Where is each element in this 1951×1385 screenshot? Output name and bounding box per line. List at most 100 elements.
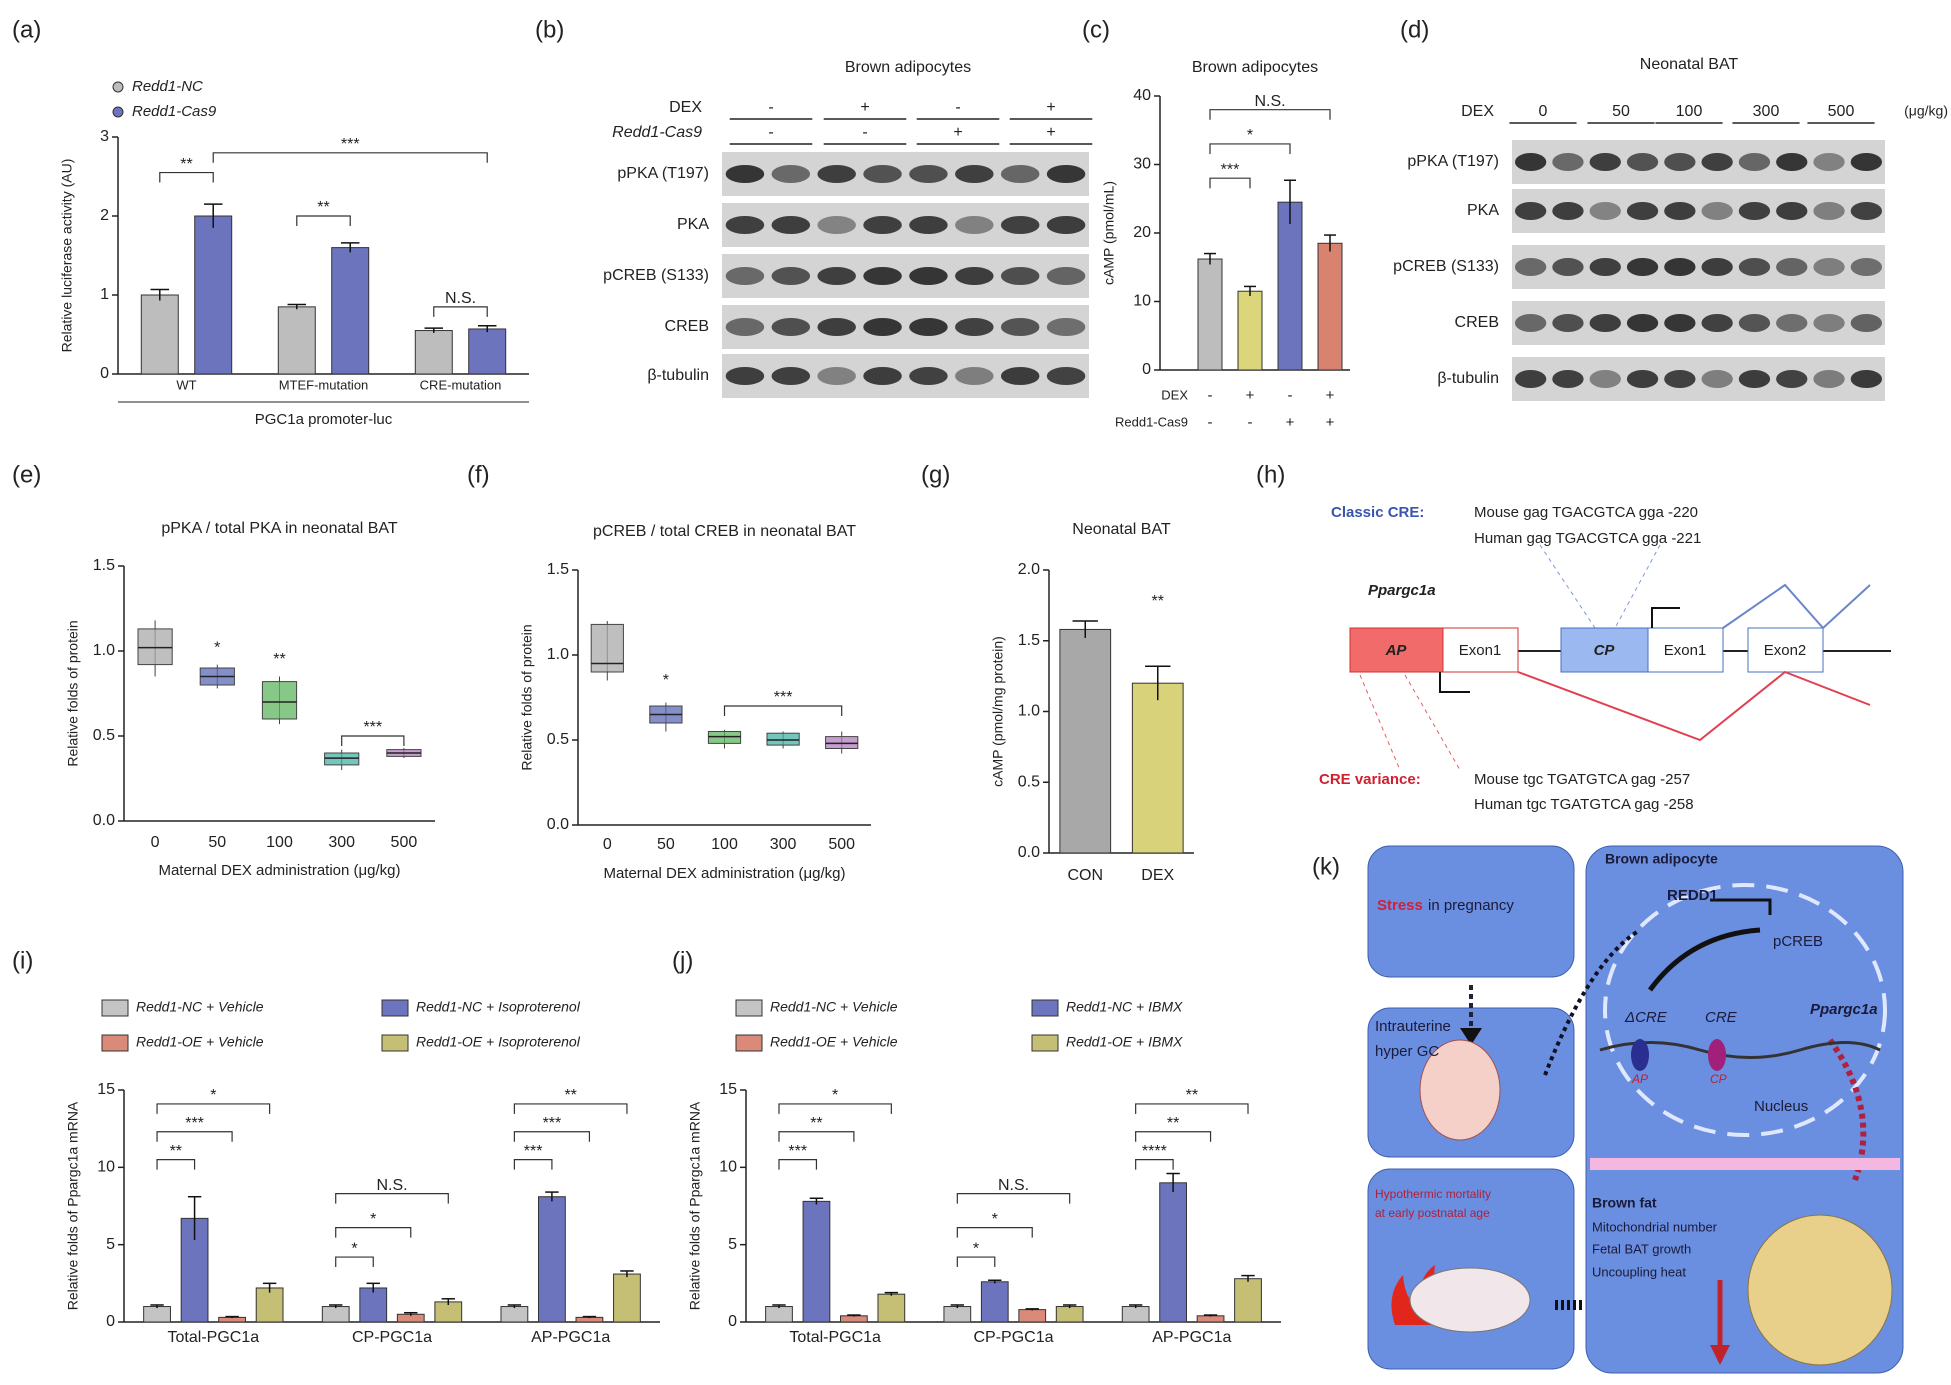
exon-box (1747, 627, 1824, 673)
blot-row-label: pCREB (S133) (603, 267, 709, 284)
blot-row-label: β-tubulin (647, 367, 709, 384)
bracket (1135, 1103, 1249, 1114)
condition-value: - (955, 99, 960, 116)
condition-value: 0 (1539, 103, 1548, 120)
legend-label: Redd1-OE + Vehicle (770, 1034, 898, 1050)
label: Stress (1377, 897, 1423, 914)
condition-value: + (1246, 387, 1255, 404)
y-tick-label: 0.0 (547, 816, 569, 833)
dna (1599, 1041, 1881, 1059)
blot-band (863, 367, 902, 385)
y-tick-label: 1.0 (93, 642, 115, 659)
blot-band (1664, 258, 1696, 276)
significance: ** (810, 1115, 822, 1132)
bar (359, 1287, 388, 1323)
y-axis-label: cAMP (pmol/mg protein) (990, 636, 1006, 787)
blot-title: Brown adipocytes (845, 59, 971, 76)
condition-value: - (1208, 387, 1213, 404)
condition-value: - (768, 99, 773, 116)
x-axis-label: Maternal DEX administration (μg/kg) (603, 865, 845, 882)
blot-band (1552, 370, 1584, 388)
condition-value: + (953, 124, 962, 141)
bracket (513, 1131, 591, 1142)
significance: ** (1152, 593, 1164, 610)
bracket (335, 1193, 449, 1204)
x-axis-label: PGC1a promoter-luc (255, 411, 393, 428)
y-tick-label: 1.0 (547, 646, 569, 663)
legend-marker (735, 1034, 763, 1052)
condition-value: - (1248, 414, 1253, 431)
condition-value: 300 (1753, 103, 1780, 120)
bracket (212, 152, 488, 163)
bar (840, 1315, 868, 1323)
blot-band (1000, 216, 1040, 234)
blot-band (1813, 202, 1845, 220)
y-axis-label: cAMP (pmol/mL) (1101, 181, 1117, 285)
significance: * (370, 1211, 376, 1228)
significance: * (663, 672, 669, 689)
x-tick-label: AP-PGC1a (531, 1329, 610, 1346)
arrowhead (1710, 1345, 1730, 1365)
blot-band (771, 267, 811, 285)
blot-band (1046, 165, 1086, 183)
label: Exon2 (1764, 642, 1807, 659)
exon-box (1647, 627, 1724, 673)
significance: ** (1167, 1115, 1179, 1132)
membrane (1590, 1158, 1900, 1170)
box (1367, 845, 1575, 978)
legend-marker (112, 106, 124, 118)
condition-label: DEX (1161, 387, 1188, 402)
bar (1234, 1278, 1262, 1323)
blot-band (1701, 370, 1733, 388)
bar (1018, 1309, 1047, 1323)
condition-value: 500 (1828, 103, 1855, 120)
arrowhead (1460, 1028, 1482, 1045)
label: Exon1 (1664, 642, 1707, 659)
box (825, 736, 859, 749)
x-tick-label: 0 (603, 836, 612, 853)
blot-band (955, 165, 994, 183)
blot-band (771, 318, 811, 336)
legend-label: Redd1-OE + IBMX (1066, 1034, 1183, 1050)
blot-band (1850, 314, 1883, 332)
legend-marker (381, 1034, 409, 1052)
blot-band (725, 216, 765, 234)
bracket (956, 1193, 1071, 1204)
significance: N.S. (1254, 93, 1285, 110)
significance: ** (170, 1143, 182, 1160)
blot-band (1514, 314, 1547, 332)
blot-band (955, 267, 994, 285)
bracket (156, 1131, 233, 1142)
blot-band (1046, 267, 1086, 285)
bar (1121, 1306, 1150, 1323)
significance: * (351, 1240, 357, 1257)
box (137, 628, 173, 666)
x-tick-label: DEX (1141, 867, 1174, 884)
legend-label: Redd1-NC + Isoproterenol (416, 999, 581, 1015)
significance: * (210, 1087, 216, 1104)
x-tick-label: CP-PGC1a (973, 1329, 1053, 1346)
label: Classic CRE: (1331, 504, 1424, 521)
arrow (1827, 1038, 1867, 1182)
splice (1822, 584, 1871, 629)
y-axis-label: Relative folds of Ppargc1a mRNA (65, 1101, 81, 1310)
blot-band (1552, 258, 1584, 276)
blot-band (1589, 370, 1621, 388)
sequence: Mouse gag TGACGTCA gga -220 (1474, 504, 1698, 521)
label: CRE (1705, 1009, 1738, 1026)
bracket (778, 1131, 855, 1142)
legend-marker (381, 999, 409, 1017)
bracket (341, 735, 405, 746)
bar (255, 1287, 284, 1323)
bar (500, 1306, 529, 1323)
bracket (513, 1103, 628, 1114)
x-tick-label: AP-PGC1a (1152, 1329, 1231, 1346)
y-tick-label: 10 (1133, 293, 1151, 310)
blot-band (1664, 314, 1696, 332)
blot-band (863, 165, 902, 183)
blot-band (1701, 202, 1733, 220)
cp-site (1708, 1039, 1726, 1071)
significance: **** (1142, 1143, 1167, 1160)
x-tick-label: 100 (266, 834, 293, 851)
significance: *** (774, 689, 793, 706)
